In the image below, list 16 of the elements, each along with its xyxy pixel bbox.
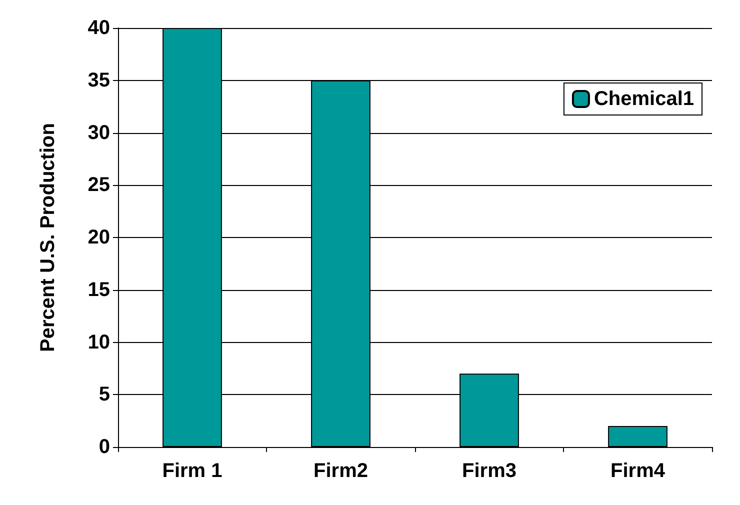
y-tick-label: 40 [88,17,110,39]
bar [608,426,668,447]
y-tick-label: 0 [98,436,110,458]
y-tick-label: 5 [98,384,110,406]
y-tick-label: 25 [88,174,110,196]
x-tick-label: Firm2 [314,460,368,482]
y-tick-label: 20 [88,226,110,248]
y-tick-label: 30 [88,122,110,144]
legend-label: Chemical1 [594,88,694,110]
y-tick-label: 10 [88,331,110,354]
x-tick-label: Firm 1 [162,460,222,482]
y-tick-label: 15 [88,278,110,301]
x-tick-label: Firm3 [462,460,516,482]
y-tick-label: 35 [88,69,110,92]
y-axis-title: Percent U.S. Production [37,123,59,352]
x-tick-label: Firm4 [610,460,666,482]
